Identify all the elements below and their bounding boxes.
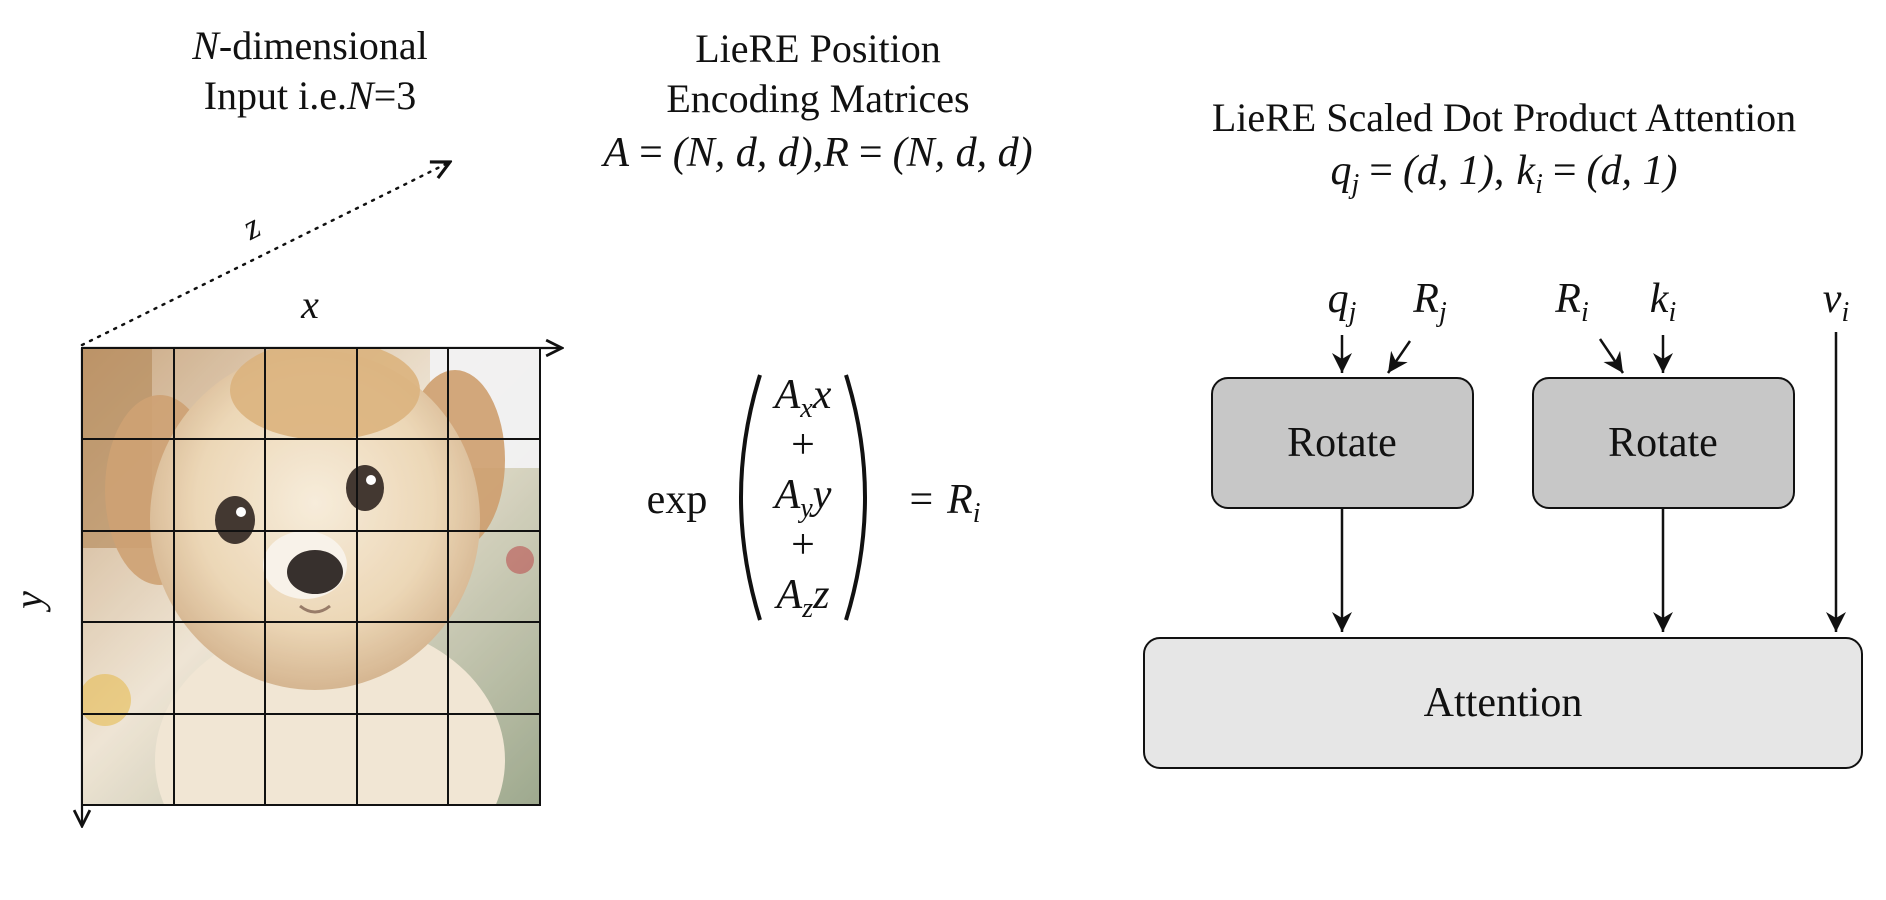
input-title-line1: N-dimensional — [191, 23, 428, 68]
left-panel: N-dimensional Input i.e.N=3 z x y — [6, 23, 562, 900]
middle-panel: LieRE Position Encoding Matrices A = (N, d… — [600, 26, 1032, 624]
z-axis-arrow — [80, 162, 450, 347]
qk-shapes: qj = (d, 1), ki = (d, 1) — [1330, 148, 1677, 200]
exp-label: exp — [647, 477, 708, 523]
left-paren — [739, 374, 762, 621]
arrow-rj-to-rotate — [1386, 340, 1412, 374]
x-axis-label: x — [300, 282, 319, 327]
input-qj: qj — [1328, 276, 1357, 328]
input-ri: Ri — [1554, 276, 1588, 328]
input-vi: vi — [1823, 276, 1849, 328]
term-az: Azz — [774, 572, 830, 624]
term-ay: Ayy — [772, 472, 832, 524]
result-ri: = Ri — [909, 477, 980, 529]
input-ki: ki — [1650, 276, 1676, 328]
puppy-image — [82, 348, 540, 805]
right-paren — [844, 374, 867, 621]
z-axis-label: z — [235, 205, 267, 247]
plus-1: + — [791, 422, 815, 468]
right-panel: LieRE Scaled Dot Product Attention qj = (d… — [1143, 95, 1863, 769]
rotate-label-key: Rotate — [1608, 420, 1718, 466]
patch-grid — [81, 347, 541, 806]
matrix-shapes: A=(N, d, d),AR=(N, d, d) — [600, 130, 1032, 176]
rotate-label-query: Rotate — [1287, 420, 1397, 466]
input-title-line2: Input i.e.N=3 — [204, 73, 417, 118]
attention-label: Attention — [1424, 680, 1583, 726]
attention-box — [1143, 637, 1863, 769]
attention-title: LieRE Scaled Dot Product Attention — [1212, 95, 1796, 140]
y-axis-label: y — [6, 591, 51, 613]
encoding-title-line1: LieRE Position — [695, 26, 941, 71]
term-ax: Axx — [772, 372, 832, 424]
encoding-title-line2: Encoding Matrices — [666, 76, 969, 121]
input-rj: Rj — [1412, 276, 1447, 328]
plus-2: + — [791, 522, 815, 568]
arrow-ri-to-rotate — [1598, 338, 1625, 374]
